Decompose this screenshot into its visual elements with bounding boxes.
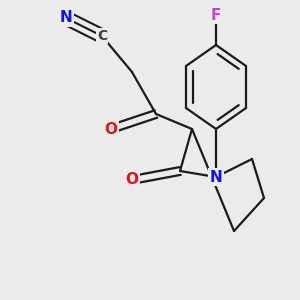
Text: O: O <box>125 172 139 188</box>
Text: N: N <box>210 169 222 184</box>
Text: F: F <box>211 8 221 22</box>
Text: O: O <box>104 122 118 136</box>
Text: C: C <box>97 29 107 43</box>
Text: N: N <box>60 11 72 26</box>
